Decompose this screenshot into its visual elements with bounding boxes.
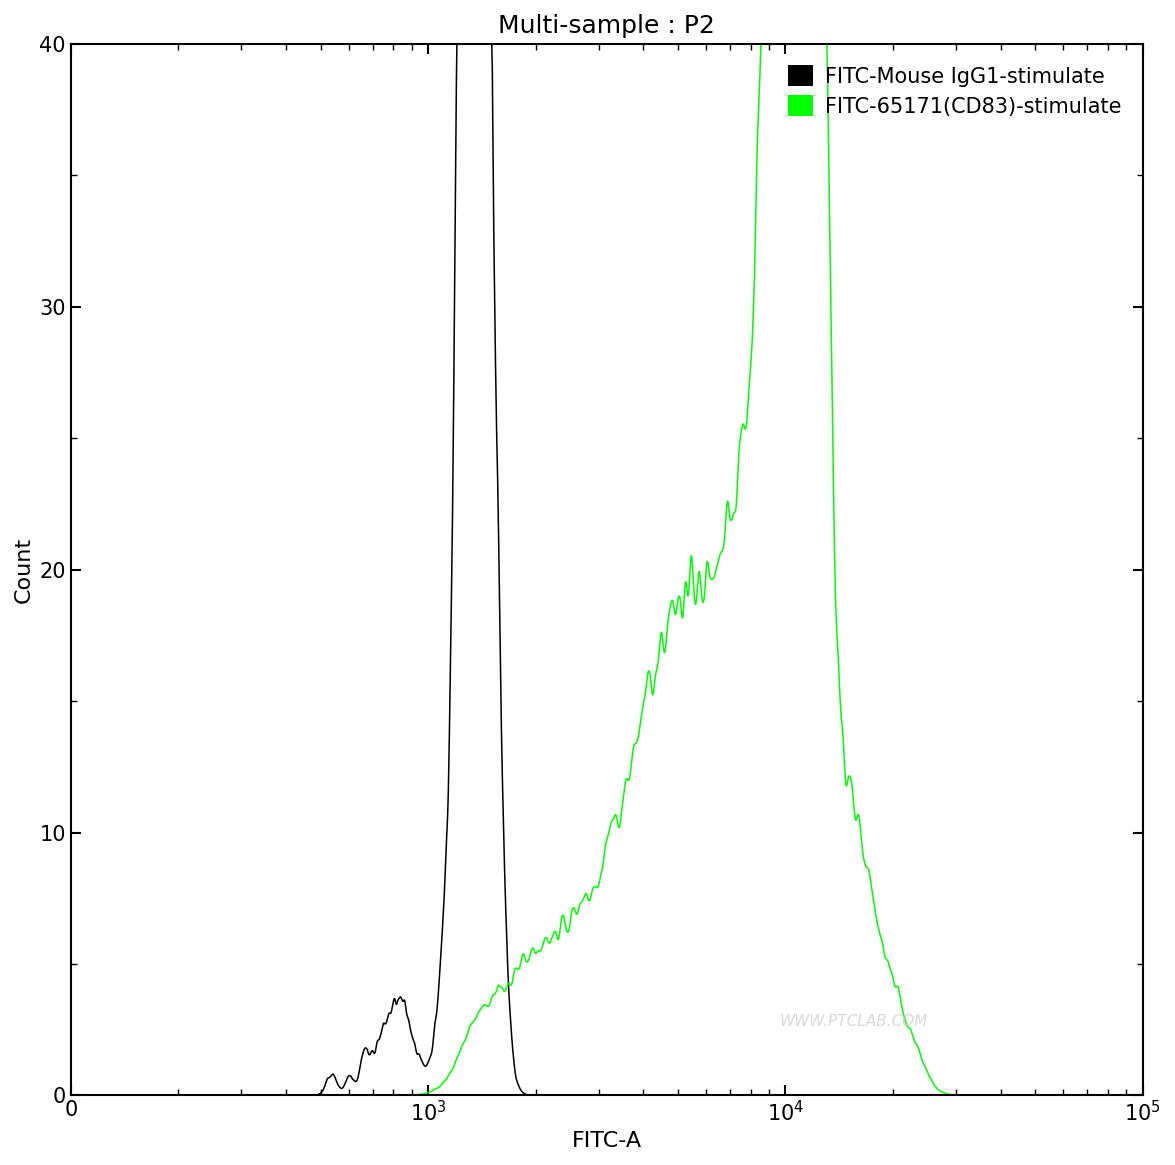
Title: Multi-sample : P2: Multi-sample : P2 bbox=[498, 14, 716, 38]
Legend: FITC-Mouse IgG1-stimulate, FITC-65171(CD83)-stimulate: FITC-Mouse IgG1-stimulate, FITC-65171(CD… bbox=[778, 55, 1133, 127]
Y-axis label: Count: Count bbox=[14, 537, 34, 602]
X-axis label: FITC-A: FITC-A bbox=[572, 1131, 642, 1151]
Text: WWW.PTCLAB.COM: WWW.PTCLAB.COM bbox=[779, 1015, 927, 1030]
